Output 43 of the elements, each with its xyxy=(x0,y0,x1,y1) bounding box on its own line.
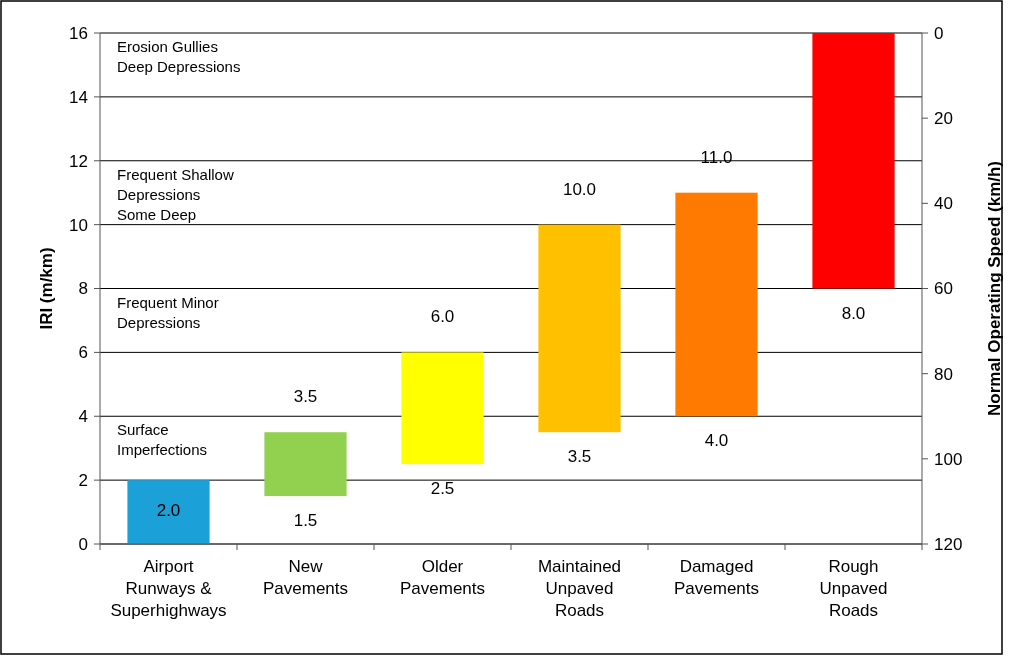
annotation: 4.0 xyxy=(704,431,729,451)
y2-tick-label: 120 xyxy=(934,534,963,554)
bar xyxy=(538,224,621,433)
y-tick-label: 16 xyxy=(69,23,88,43)
y-tick-label: 10 xyxy=(69,215,88,235)
annotation: 2.5 xyxy=(430,479,455,499)
x-tick-label: Maintained Unpaved Roads xyxy=(537,557,622,620)
bar xyxy=(401,352,484,465)
annotation: Surface Imperfections xyxy=(117,421,208,459)
x-tick-label: New Pavements xyxy=(262,557,349,598)
x-tick-label: Rough Unpaved Roads xyxy=(819,557,888,620)
y2-axis-title: Normal Operating Speed (km/h) xyxy=(985,160,1004,417)
x-tick-label: Older Pavements xyxy=(399,557,486,598)
annotation: 3.5 xyxy=(293,387,318,407)
y2-tick-label: 40 xyxy=(934,194,953,214)
bar xyxy=(812,33,895,289)
annotation: 10.0 xyxy=(562,179,597,199)
y2-tick-label: 80 xyxy=(934,364,953,384)
annotation: Frequent Shallow Depressions Some Deep xyxy=(117,165,234,223)
x-tick-label: Damaged Pavements xyxy=(673,557,760,598)
y-tick-label: 4 xyxy=(78,407,88,427)
annotation: 1.5 xyxy=(293,511,318,531)
y-axis-title: IRI (m/km) xyxy=(37,247,56,330)
annotation: 8.0 xyxy=(841,303,866,323)
y-tick-label: 8 xyxy=(78,279,88,299)
bar xyxy=(127,480,210,544)
y2-tick-label: 20 xyxy=(934,109,953,129)
bar xyxy=(675,192,758,417)
y2-tick-label: 0 xyxy=(934,23,944,43)
y-tick-label: 14 xyxy=(69,87,88,107)
bar xyxy=(264,432,347,497)
annotation: 6.0 xyxy=(430,307,455,327)
annotation: 3.5 xyxy=(567,447,592,467)
annotation: Frequent Minor Depressions xyxy=(117,293,219,331)
x-tick-label: Airport Runways & Superhighways xyxy=(110,557,227,620)
y2-tick-label: 60 xyxy=(934,279,953,299)
annotation: Erosion Gullies Deep Depressions xyxy=(117,38,241,75)
y-tick-label: 2 xyxy=(78,471,88,491)
y-tick-label: 12 xyxy=(69,151,88,171)
y2-tick-label: 100 xyxy=(934,449,963,469)
annotation: 2.0 xyxy=(156,501,181,521)
y-tick-label: 0 xyxy=(78,534,88,554)
y-tick-label: 6 xyxy=(78,343,88,363)
